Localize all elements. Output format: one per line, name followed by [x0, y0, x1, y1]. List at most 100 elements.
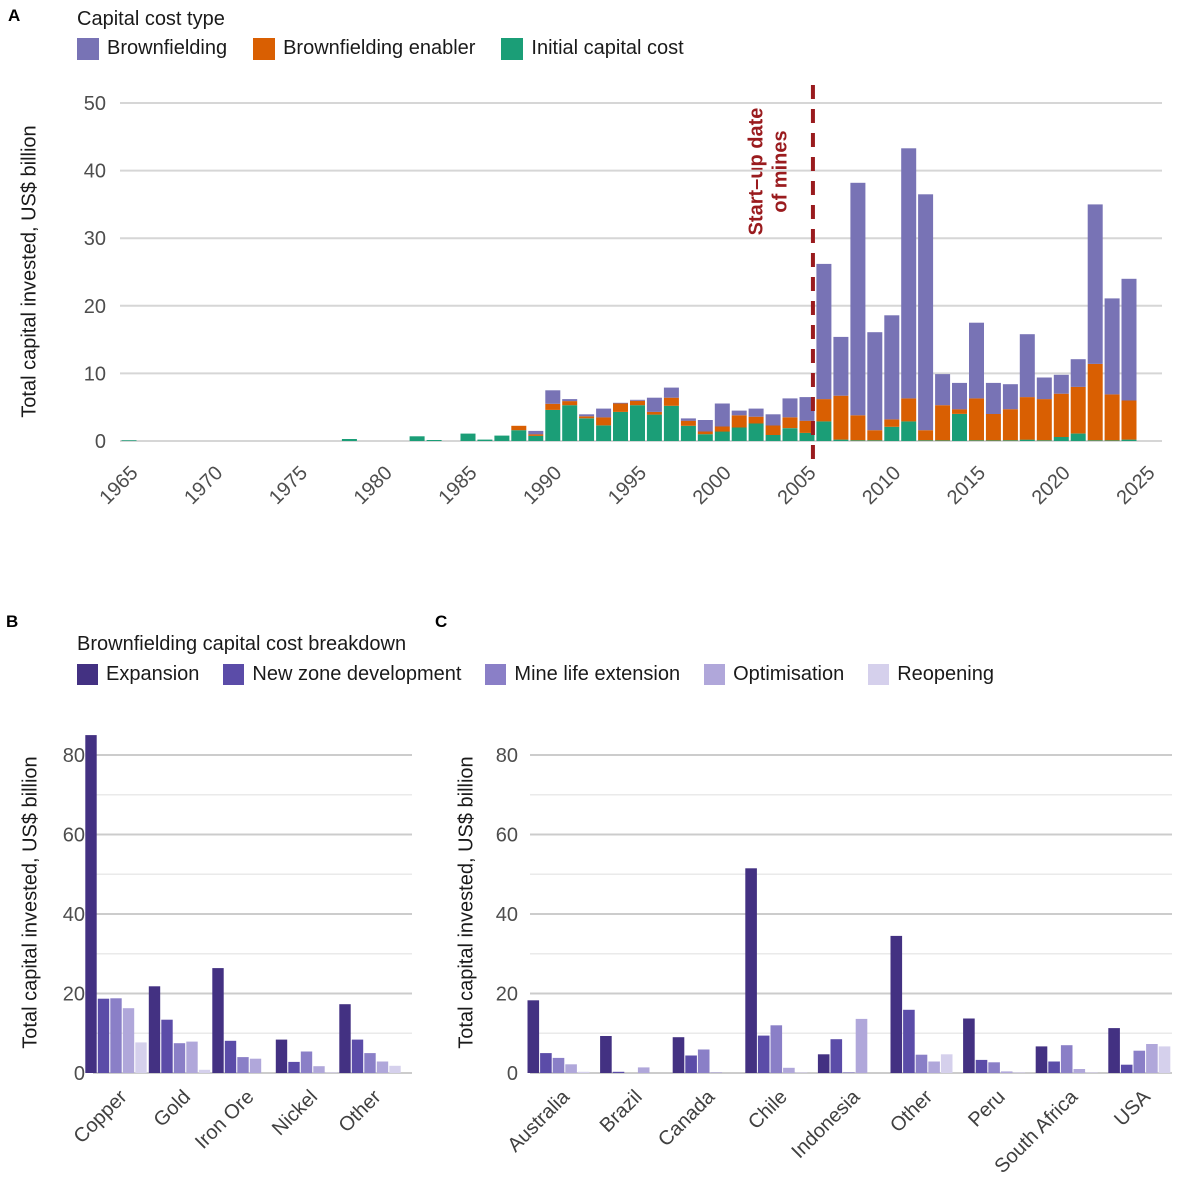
- bar-2022-initial: [1087, 440, 1103, 441]
- panel-c-x-label-canada: Canada: [654, 1085, 720, 1151]
- legend-label: Brownfielding: [107, 37, 228, 59]
- bar-2003-brownfielding: [765, 414, 781, 426]
- bar-chile-optimisation: [783, 1067, 795, 1073]
- bar-2007-initial: [833, 439, 849, 441]
- bar-2016-enabler: [985, 414, 1001, 441]
- bar-1988-initial: [511, 430, 527, 441]
- panel-c-letter: C: [435, 612, 448, 631]
- legend-label: Optimisation: [733, 663, 845, 685]
- panel-c-x-label-brazil: Brazil: [596, 1086, 647, 1137]
- bar-2008-brownfielding: [850, 182, 866, 416]
- bar-1993-initial: [596, 425, 612, 441]
- bar-2014-initial: [952, 414, 967, 441]
- bar-peru-expansion: [963, 1018, 975, 1073]
- bar-2005-enabler: [799, 420, 815, 433]
- bar-1992-brownfielding: [579, 414, 595, 417]
- bar-peru-optimisation: [1000, 1071, 1013, 1073]
- bar-2001-brownfielding: [731, 410, 747, 416]
- bar-1991-initial: [562, 405, 578, 441]
- panel-c-y-tick-label-20: 20: [496, 984, 518, 1006]
- bar-2002-enabler: [748, 416, 764, 424]
- x-tick-label-1995: 1995: [604, 462, 651, 509]
- bar-australia-optimisation: [565, 1064, 577, 1073]
- bar-1988-enabler: [511, 425, 527, 431]
- bar-2004-brownfielding: [782, 398, 798, 418]
- bar-nickel-mine-life-extension: [300, 1051, 313, 1073]
- bar-1997-enabler: [663, 397, 679, 406]
- panel-b-x-label-other: Other: [335, 1086, 386, 1137]
- bar-brazil-optimisation: [637, 1067, 650, 1073]
- bar-2003-initial: [765, 434, 781, 441]
- legend-swatch: [77, 664, 98, 685]
- bar-2023-initial: [1104, 440, 1120, 441]
- bar-1989-brownfielding: [528, 430, 544, 435]
- bar-other-optimisation: [928, 1061, 940, 1073]
- bar-2009-initial: [867, 440, 883, 441]
- bar-1997-initial: [663, 405, 679, 441]
- panel-b-y-tick-label-20: 20: [63, 984, 85, 1006]
- legend-item-new-zone-development: New zone development: [223, 663, 461, 686]
- bar-2020-brownfielding: [1053, 374, 1069, 394]
- bar-other-new-zone-development: [903, 1009, 915, 1073]
- bar-1986-initial: [477, 439, 493, 441]
- bar-copper-expansion: [85, 735, 97, 1073]
- legend-item-initial-capital-cost: Initial capital cost: [501, 37, 684, 60]
- x-tick-label-2020: 2020: [1028, 462, 1075, 509]
- panel-b-letter: B: [6, 612, 19, 631]
- bar-2004-initial: [782, 428, 798, 441]
- bar-peru-reopening: [1013, 1072, 1026, 1073]
- legend-item-brownfielding: Brownfielding: [77, 37, 227, 60]
- x-tick-label-1980: 1980: [350, 462, 397, 509]
- legend-label: Expansion: [106, 663, 200, 685]
- bar-2018-enabler: [1019, 397, 1035, 440]
- bar-2019-initial: [1036, 440, 1052, 441]
- legend-label: Reopening: [897, 663, 994, 685]
- bar-nickel-reopening: [325, 1072, 338, 1073]
- panel-b-x-label-gold: Gold: [150, 1086, 195, 1131]
- bar-2022-brownfielding: [1087, 204, 1103, 364]
- bar-1997-brownfielding: [663, 387, 679, 398]
- bar-2013-initial: [935, 440, 951, 441]
- panel-c-x-label-indonesia: Indonesia: [788, 1085, 866, 1163]
- panel-a-legend: Brownfielding Brownfielding enabler Initia…: [77, 37, 684, 60]
- bar-1982-initial: [409, 436, 425, 441]
- panel-c-y-tick-label-80: 80: [496, 745, 518, 767]
- legend-item-reopening: Reopening: [868, 663, 994, 686]
- bar-2015-enabler: [969, 398, 984, 441]
- bar-usa-new-zone-development: [1120, 1064, 1133, 1073]
- bar-1990-initial: [545, 409, 561, 441]
- bar-2016-brownfielding: [985, 382, 1001, 414]
- bar-chile-expansion: [745, 868, 757, 1073]
- panel-b-x-label-nickel: Nickel: [268, 1086, 322, 1140]
- bar-iron-ore-optimisation: [249, 1058, 262, 1073]
- legend-swatch: [253, 37, 276, 60]
- bar-1965-initial: [121, 440, 137, 441]
- bar-copper-optimisation: [122, 1008, 135, 1073]
- bar-copper-reopening: [135, 1042, 147, 1073]
- legend-item-expansion: Expansion: [77, 663, 199, 686]
- bar-gold-optimisation: [186, 1041, 198, 1073]
- y-tick-label-10: 10: [84, 363, 106, 385]
- bar-2017-brownfielding: [1002, 384, 1018, 410]
- bar-indonesia-new-zone-development: [830, 1039, 843, 1073]
- bar-2006-initial: [816, 421, 832, 441]
- bar-2001-enabler: [731, 415, 747, 428]
- x-tick-label-2010: 2010: [858, 462, 905, 509]
- bar-1993-enabler: [596, 417, 612, 426]
- legend-label: Brownfielding enabler: [283, 37, 476, 59]
- panel-c-y-tick-label-40: 40: [496, 904, 518, 926]
- bar-2017-initial: [1002, 440, 1018, 441]
- bar-nickel-new-zone-development: [288, 1061, 300, 1073]
- bar-2010-initial: [884, 426, 900, 441]
- bar-2002-brownfielding: [748, 408, 764, 417]
- panel-b-y-tick-label-0: 0: [74, 1063, 85, 1085]
- bar-canada-optimisation: [710, 1072, 723, 1073]
- legend-item-brownfielding-enabler: Brownfielding enabler: [253, 37, 475, 60]
- bar-2023-brownfielding: [1104, 298, 1120, 395]
- bar-2020-enabler: [1053, 393, 1069, 437]
- bar-usa-optimisation: [1146, 1044, 1158, 1073]
- bar-2010-brownfielding: [884, 315, 900, 420]
- bar-brazil-expansion: [600, 1036, 612, 1073]
